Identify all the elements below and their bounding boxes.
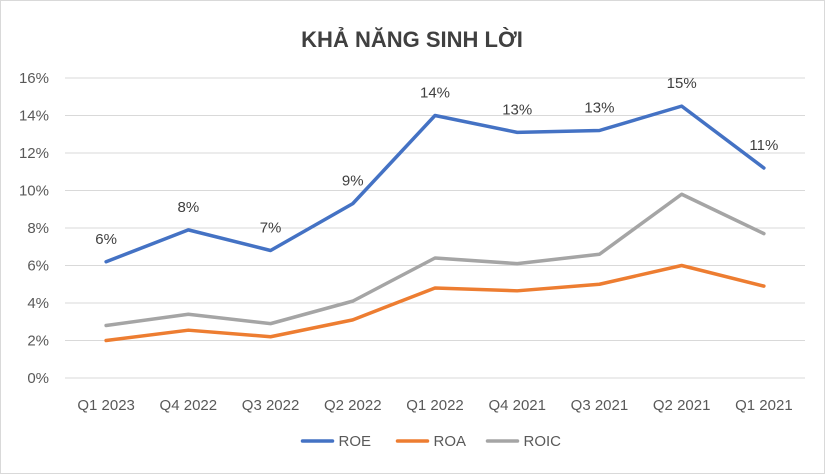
x-tick-label: Q1 2023: [77, 397, 135, 414]
y-tick-label: 0%: [27, 370, 49, 387]
data-label-roe: 13%: [502, 101, 532, 118]
data-label-roe: 14%: [420, 85, 450, 102]
x-tick-label: Q4 2022: [160, 397, 218, 414]
data-label-roe: 11%: [749, 137, 778, 154]
axis: 0% 2% 4% 6% 8% 10% 12% 14% 16% Q1 2023 Q4 2022 Q3 2…: [19, 70, 793, 414]
data-label-roe: 13%: [584, 100, 614, 117]
data-label-roe: 15%: [667, 75, 697, 92]
gridlines: [65, 77, 805, 379]
x-tick-label: Q2 2021: [653, 397, 711, 414]
x-tick-label: Q1 2022: [406, 397, 464, 414]
y-tick-label: 10%: [19, 183, 49, 200]
y-tick-label: 12%: [19, 145, 49, 162]
y-tick-label: 16%: [19, 70, 49, 87]
x-tick-label: Q4 2021: [488, 397, 546, 414]
y-tick-label: 6%: [27, 258, 49, 275]
y-tick-label: 2%: [27, 333, 49, 350]
series-line-roic: [104, 192, 766, 328]
x-tick-label: Q3 2022: [242, 397, 300, 414]
data-labels: 6% 8% 7% 9% 14% 13% 13% 15% 11%: [95, 75, 778, 248]
series-line-roa: [104, 263, 766, 343]
data-label-roe: 8%: [177, 199, 199, 216]
y-tick-label: 4%: [27, 295, 49, 312]
legend-label-roic: ROIC: [524, 433, 562, 450]
y-tick-label: 14%: [19, 108, 49, 125]
x-tick-label: Q3 2021: [571, 397, 629, 414]
legend: ROE ROA ROIC: [300, 433, 562, 450]
x-tick-label: Q2 2022: [324, 397, 382, 414]
x-tick-label: Q1 2021: [735, 397, 793, 414]
legend-label-roe: ROE: [339, 433, 372, 450]
y-tick-label: 8%: [27, 220, 49, 237]
data-label-roe: 9%: [342, 173, 364, 190]
chart-title: KHẢ NĂNG SINH LỜI: [301, 27, 523, 52]
data-label-roe: 7%: [260, 220, 282, 237]
series-line-roe: [104, 104, 766, 264]
series-lines: [104, 104, 766, 343]
legend-label-roa: ROA: [434, 433, 467, 450]
data-label-roe: 6%: [95, 231, 117, 248]
